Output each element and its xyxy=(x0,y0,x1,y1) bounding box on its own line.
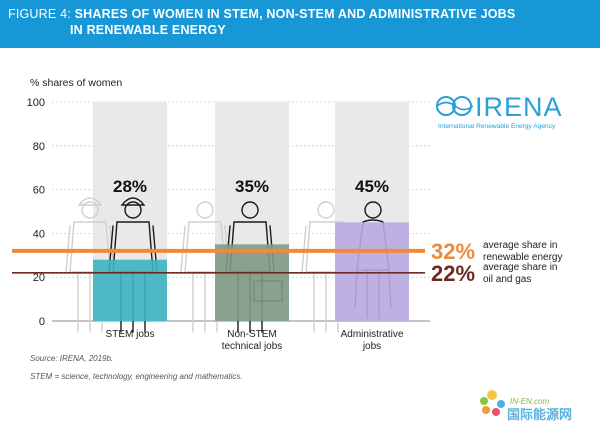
watermark-chinese: 国际能源网 xyxy=(507,407,572,422)
y-tick-label: 0 xyxy=(39,316,45,328)
y-tick-label: 20 xyxy=(33,272,45,284)
category-label: technical jobs xyxy=(222,341,283,352)
y-tick-label: 40 xyxy=(33,228,45,240)
irena-logo: IRENA International Renewable Energy Age… xyxy=(436,92,563,130)
watermark-flower-icon xyxy=(480,390,505,416)
category-label: Non-STEM xyxy=(227,329,276,340)
category-label: Administrative xyxy=(341,329,404,340)
reference-label: average share in xyxy=(483,262,558,273)
reference-label: average share in xyxy=(483,240,558,251)
figure-title: FIGURE 4: SHARES OF WOMEN IN STEM, NON-S… xyxy=(8,6,528,38)
figure-header: FIGURE 4: SHARES OF WOMEN IN STEM, NON-S… xyxy=(0,0,600,48)
irena-logo-text: IRENA xyxy=(475,92,563,122)
irena-logo-mark xyxy=(436,96,474,116)
title-line-1: SHARES OF WOMEN IN STEM, NON-STEM AND AD… xyxy=(74,7,516,21)
reference-value-label: 32% xyxy=(431,239,475,264)
watermark: IN-EN.com 国际能源网 xyxy=(480,390,572,422)
irena-logo-subtitle: International Renewable Energy Agency xyxy=(438,123,556,130)
y-axis-label: % shares of women xyxy=(30,77,122,89)
value-label: 45% xyxy=(355,177,389,196)
reference-value-label: 22% xyxy=(431,261,475,286)
reference-label: renewable energy xyxy=(483,252,563,263)
y-tick-label: 80 xyxy=(33,141,45,153)
bar-stem xyxy=(93,259,167,321)
y-tick-label: 60 xyxy=(33,185,45,197)
category-label: STEM jobs xyxy=(106,329,155,340)
value-label: 35% xyxy=(235,177,269,196)
figure-number: FIGURE 4: xyxy=(8,7,71,21)
category-label: jobs xyxy=(362,341,381,352)
reference-label: oil and gas xyxy=(483,274,531,285)
source-note: Source: IRENA, 2019b. xyxy=(30,354,114,363)
bar-non-stem xyxy=(215,244,289,321)
title-line-2: IN RENEWABLE ENERGY xyxy=(70,23,226,37)
stem-definition-note: STEM = science, technology, engineering … xyxy=(30,372,243,381)
bar-administrative xyxy=(335,222,409,321)
y-tick-label: 100 xyxy=(27,97,45,109)
value-label: 28% xyxy=(113,177,147,196)
watermark-domain: IN-EN.com xyxy=(510,397,549,406)
